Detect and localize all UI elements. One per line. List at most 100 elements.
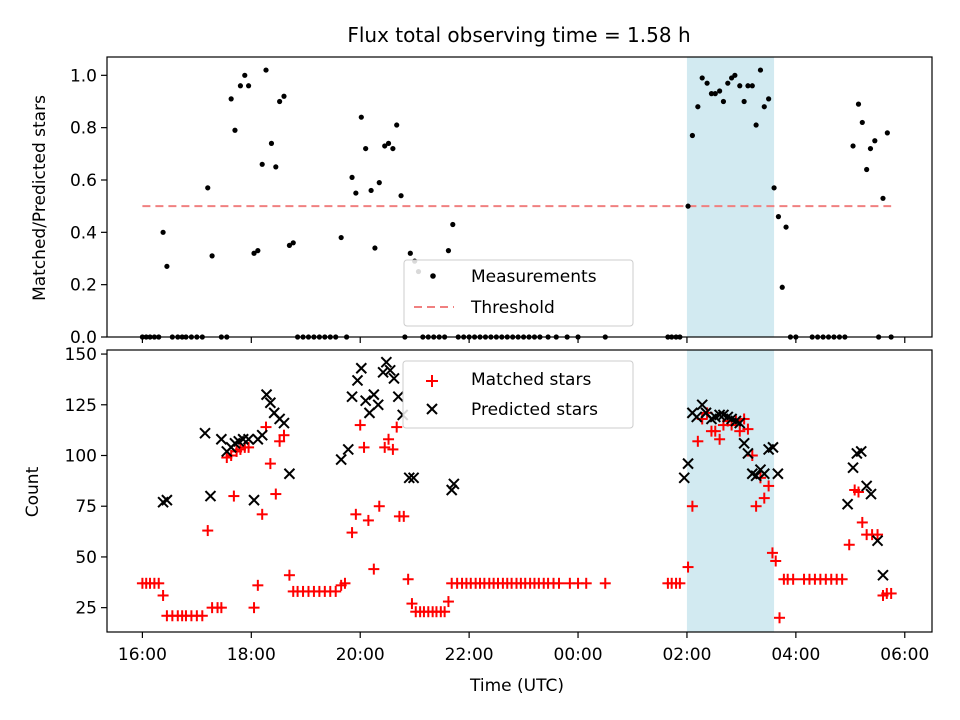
matched-star-point <box>406 598 418 610</box>
measurement-point <box>445 248 452 254</box>
top-legend-box <box>403 259 634 327</box>
measurement-point <box>761 104 767 110</box>
predicted-star-point <box>750 470 762 482</box>
y-tick-label: 150 <box>65 345 97 365</box>
matched-star-point <box>674 577 686 589</box>
measurement-point <box>160 229 166 235</box>
measurement-point <box>228 96 234 102</box>
matched-star-point <box>157 589 169 601</box>
matched-star-point <box>358 441 370 453</box>
matched-star-point <box>885 587 897 599</box>
measurement-point <box>872 138 878 144</box>
predicted-star-point <box>841 498 854 510</box>
measurement-point <box>273 164 279 170</box>
matched-star-point <box>599 577 611 589</box>
predicted-star-point <box>855 445 867 458</box>
predicted-star-point <box>758 468 770 480</box>
predicted-star-point <box>742 447 754 460</box>
matched-star-point <box>852 486 864 498</box>
bottom-x-ticks: 16:00 18:00 20:00 22:00 00:00 02:00 04:00 06:00 <box>118 632 929 665</box>
legend-matched-label: Matched stars <box>471 370 591 390</box>
matched-star-point <box>398 510 410 522</box>
measurement-point <box>699 75 705 81</box>
predicted-star-point <box>713 409 726 421</box>
measurement-point <box>708 91 715 97</box>
predicted-star-point <box>260 388 273 401</box>
measurement-point <box>720 98 727 105</box>
matched-star-point <box>692 435 704 447</box>
bottom-highlight-band <box>686 350 775 632</box>
matched-star-point <box>256 508 268 520</box>
measurement-point <box>859 119 865 126</box>
predicted-star-point <box>215 433 228 445</box>
matched-star-point <box>354 419 366 431</box>
y-tick-label: 0.0 <box>70 328 97 348</box>
measurement-point <box>685 203 691 209</box>
top-plot-frame <box>106 56 933 338</box>
x-tick-label: 20:00 <box>336 645 385 665</box>
matched-star-point <box>387 443 399 455</box>
matched-star-point <box>686 500 698 512</box>
matched-star-point <box>215 602 227 614</box>
bottom-legend-box <box>402 360 634 429</box>
measurement-point <box>717 88 723 94</box>
measurement-point <box>850 143 856 149</box>
measurement-point <box>745 83 751 89</box>
measurement-point <box>376 180 382 186</box>
measurement-point <box>382 143 388 149</box>
chart-title: Flux total observing time = 1.58 h <box>347 23 690 47</box>
measurement-point <box>390 145 396 152</box>
matched-star-point <box>442 596 454 608</box>
predicted-star-point <box>204 490 217 502</box>
x-tick-label: 00:00 <box>554 645 603 665</box>
matched-star-point <box>362 514 374 526</box>
matched-star-point <box>682 561 694 573</box>
x-tick-label: 16:00 <box>118 645 167 665</box>
top-y-ticks: 0.0 0.2 0.4 0.6 0.8 1.0 <box>70 66 107 348</box>
measurement-point <box>251 250 257 256</box>
matched-star-point <box>379 441 391 453</box>
y-tick-label: 0.2 <box>70 276 97 296</box>
measurement-point <box>766 96 772 102</box>
matched-star-point <box>750 500 762 512</box>
y-tick-label: 25 <box>75 599 97 619</box>
matched-star-point <box>872 529 884 541</box>
x-tick-label: 02:00 <box>662 645 711 665</box>
matched-star-point <box>248 602 260 614</box>
matched-star-point <box>766 547 778 559</box>
predicted-star-point <box>448 478 460 490</box>
matched-star-point <box>270 488 282 500</box>
measurement-point <box>205 185 211 191</box>
predicted-star-point <box>696 399 708 411</box>
predicted-star-point <box>384 364 396 376</box>
measurement-point <box>737 83 743 89</box>
matched-star-point <box>553 577 565 589</box>
top-y-axis-label: Matched/Predicted stars <box>30 95 50 301</box>
matched-star-point <box>714 433 726 445</box>
matched-star-point <box>856 516 868 528</box>
predicted-star-point <box>355 362 368 374</box>
y-tick-label: 0.4 <box>70 223 97 243</box>
measurement-point <box>245 83 252 89</box>
predicted-star-point <box>248 494 260 506</box>
legend-measurements-label: Measurements <box>471 267 597 287</box>
measurement-point <box>277 98 283 105</box>
measurement-point <box>372 245 378 251</box>
matched-star-point <box>742 423 754 435</box>
predicted-star-point <box>871 534 884 547</box>
x-tick-label: 18:00 <box>227 645 276 665</box>
measurement-point <box>358 114 364 120</box>
y-tick-label: 0.8 <box>70 119 97 139</box>
measurement-point <box>732 72 738 78</box>
predicted-star-point <box>264 397 277 409</box>
measurement-point <box>290 240 296 246</box>
predicted-star-point <box>407 472 420 484</box>
measurement-point <box>237 83 244 89</box>
matched-star-point <box>196 610 208 622</box>
matched-star-point <box>264 458 276 470</box>
matched-star-point <box>228 490 240 502</box>
matched-star-point <box>153 577 165 589</box>
matched-star-point <box>734 425 746 437</box>
bottom-plot-frame <box>106 349 933 633</box>
matched-star-point <box>350 508 362 520</box>
